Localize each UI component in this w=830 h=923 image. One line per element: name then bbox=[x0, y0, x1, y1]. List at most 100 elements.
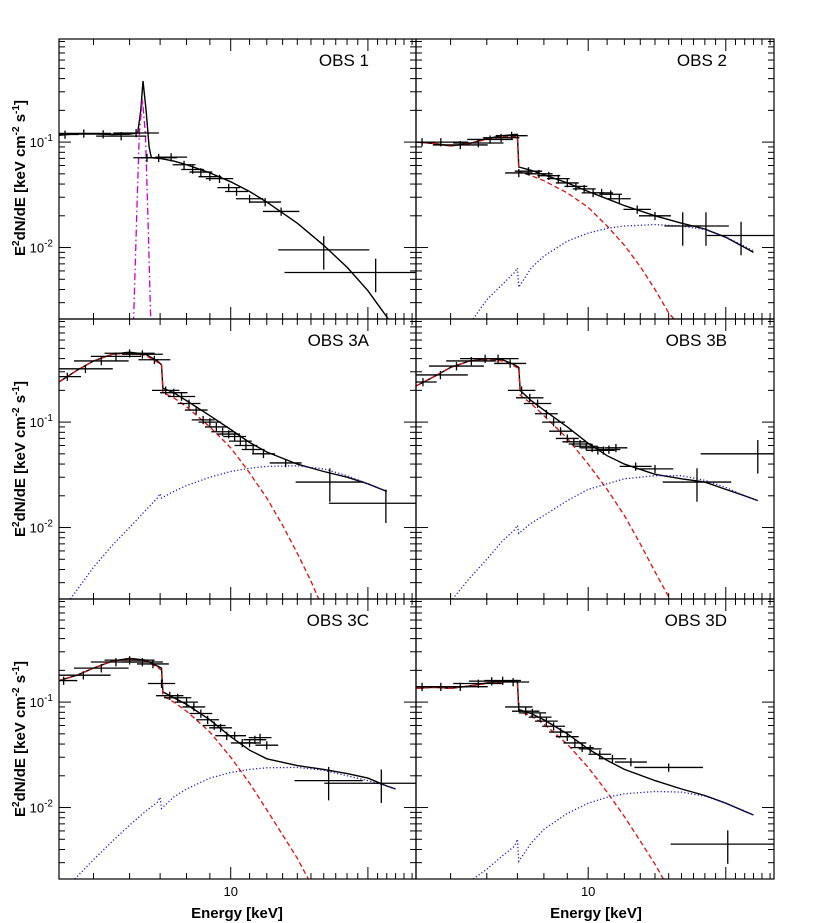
y-tick-label: 10-2 bbox=[30, 799, 54, 816]
data-point bbox=[155, 153, 188, 162]
model-curve-reflection bbox=[74, 766, 396, 879]
data-point bbox=[592, 446, 615, 455]
y-tick-label: 10-1 bbox=[30, 693, 54, 710]
data-point bbox=[59, 372, 81, 381]
data-point bbox=[607, 194, 631, 204]
panel-label: OBS 3A bbox=[308, 331, 370, 350]
tick-base: 10 bbox=[30, 135, 44, 150]
data-point bbox=[262, 207, 300, 216]
data-point bbox=[255, 741, 279, 750]
model-curve-reflection bbox=[69, 465, 388, 599]
model-curve-total bbox=[59, 657, 396, 790]
model-curve-fe-line bbox=[132, 99, 152, 319]
data-point bbox=[269, 458, 302, 468]
data-point bbox=[549, 427, 572, 436]
model-curve-thermal bbox=[59, 352, 320, 599]
data-point bbox=[223, 731, 247, 741]
data-point bbox=[191, 415, 215, 425]
data-point bbox=[623, 205, 651, 214]
data-point bbox=[156, 691, 184, 701]
x-axis-title-left: Energy [keV] bbox=[191, 905, 283, 922]
data-point bbox=[284, 258, 416, 293]
data-point bbox=[416, 370, 468, 380]
model-curve-thermal bbox=[416, 359, 671, 599]
tick-exponent: -1 bbox=[44, 413, 53, 424]
panel-obs2: OBS 2 bbox=[415, 38, 775, 320]
model-curve-thermal bbox=[416, 681, 664, 879]
tick-exponent: -2 bbox=[44, 799, 53, 810]
data-point bbox=[512, 707, 540, 716]
data-point bbox=[104, 349, 155, 358]
tick-base: 10 bbox=[30, 695, 44, 710]
data-point bbox=[328, 489, 416, 523]
panel-label: OBS 2 bbox=[677, 51, 727, 70]
data-point bbox=[598, 754, 627, 764]
data-point bbox=[528, 713, 552, 722]
x-tick-label: 10 bbox=[223, 884, 237, 899]
data-point bbox=[572, 184, 596, 194]
data-point bbox=[634, 763, 703, 772]
data-point bbox=[505, 702, 533, 712]
data-point bbox=[228, 437, 252, 446]
data-point bbox=[121, 350, 163, 359]
data-point bbox=[494, 359, 527, 368]
tick-base: 10 bbox=[30, 801, 44, 816]
data-point bbox=[177, 399, 201, 408]
data-point bbox=[160, 388, 188, 398]
data-point bbox=[507, 386, 536, 395]
data-point bbox=[706, 221, 774, 256]
panel-label: OBS 1 bbox=[319, 51, 369, 70]
data-point bbox=[295, 468, 365, 502]
data-point bbox=[497, 678, 530, 687]
data-point bbox=[205, 174, 234, 183]
data-point bbox=[588, 750, 612, 759]
model-curve-total bbox=[59, 351, 388, 493]
data-point bbox=[324, 769, 416, 803]
tick-base: 10 bbox=[30, 521, 44, 536]
data-point bbox=[104, 656, 155, 665]
data-point bbox=[638, 211, 671, 221]
data-point bbox=[590, 188, 614, 198]
data-point bbox=[546, 174, 570, 183]
data-point bbox=[619, 462, 652, 471]
y-tick-label: 10-1 bbox=[30, 133, 54, 150]
y-axis-title: E2dN/dE [keV cm-2 s-1] bbox=[11, 661, 29, 817]
model-curve-total bbox=[59, 80, 390, 319]
data-point bbox=[175, 698, 198, 707]
data-point bbox=[225, 187, 248, 196]
data-point bbox=[189, 168, 213, 177]
data-point bbox=[467, 135, 513, 144]
data-point bbox=[664, 212, 702, 246]
data-point bbox=[164, 693, 192, 703]
data-point bbox=[73, 664, 129, 673]
model-curve-thermal bbox=[59, 658, 309, 879]
panel-obs3a: OBS 3A bbox=[58, 318, 417, 600]
tick-exponent: -1 bbox=[44, 133, 53, 144]
panel-obs1: OBS 1 bbox=[58, 38, 417, 320]
data-point bbox=[542, 418, 566, 427]
data-point bbox=[198, 172, 222, 181]
data-point bbox=[234, 441, 258, 450]
data-point bbox=[614, 758, 647, 767]
data-point bbox=[416, 378, 437, 387]
data-point bbox=[429, 362, 484, 371]
data-point bbox=[147, 679, 176, 688]
data-point bbox=[670, 830, 774, 864]
panel-frame bbox=[415, 38, 775, 320]
data-point bbox=[636, 464, 674, 474]
data-point bbox=[184, 406, 208, 415]
data-point bbox=[278, 236, 370, 270]
data-point bbox=[484, 676, 521, 685]
data-point bbox=[662, 468, 732, 502]
data-point bbox=[209, 723, 232, 733]
data-point bbox=[518, 708, 547, 718]
data-point bbox=[597, 445, 621, 454]
data-point bbox=[700, 440, 774, 474]
x-tick-labels: 10 10 bbox=[223, 884, 595, 899]
data-point bbox=[196, 715, 220, 725]
data-point bbox=[189, 709, 213, 718]
data-point bbox=[568, 440, 592, 449]
data-point bbox=[477, 354, 519, 363]
data-point bbox=[683, 212, 729, 246]
